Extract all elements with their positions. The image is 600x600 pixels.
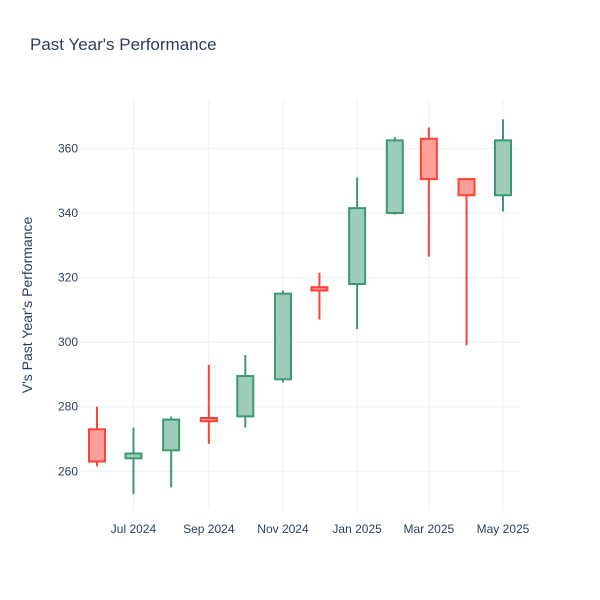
candle-decreasing bbox=[419, 127, 438, 257]
candle-body bbox=[419, 137, 438, 181]
chart-title: Past Year's Performance bbox=[30, 35, 217, 54]
candle-increasing bbox=[236, 355, 255, 428]
candle-body bbox=[88, 428, 106, 463]
candle-body bbox=[310, 286, 329, 292]
x-tick-label: Jul 2024 bbox=[111, 522, 157, 536]
candle-body bbox=[494, 139, 512, 197]
candle-increasing bbox=[385, 137, 404, 215]
y-tick-label: 360 bbox=[58, 141, 78, 155]
x-tick-label: Sep 2024 bbox=[183, 522, 235, 536]
grid bbox=[80, 100, 520, 510]
candle-increasing bbox=[162, 416, 181, 488]
y-axis-title: V's Past Year's Performance bbox=[19, 217, 35, 394]
candle-increasing bbox=[124, 427, 143, 494]
candle-body bbox=[124, 452, 143, 460]
candle-body bbox=[199, 416, 218, 423]
candle-decreasing bbox=[88, 406, 106, 467]
candle-decreasing bbox=[310, 272, 329, 320]
x-tick-label: Jan 2025 bbox=[332, 522, 382, 536]
y-tick-label: 260 bbox=[58, 464, 78, 478]
candle-body bbox=[273, 292, 292, 381]
y-tick-label: 300 bbox=[58, 335, 78, 349]
candle-decreasing bbox=[199, 364, 218, 444]
y-tick-label: 340 bbox=[58, 206, 78, 220]
candle-body bbox=[162, 418, 181, 452]
candle-body bbox=[236, 375, 255, 418]
y-tick-label: 280 bbox=[58, 400, 78, 414]
x-tick-label: Nov 2024 bbox=[257, 522, 309, 536]
tick-labels: 260 280 300 320 340 360 Jul 2024 Sep 2024 Nov 20… bbox=[58, 141, 530, 536]
candle-decreasing bbox=[457, 178, 476, 346]
candle-increasing bbox=[348, 177, 367, 330]
y-tick-label: 320 bbox=[58, 271, 78, 285]
candles bbox=[88, 119, 512, 494]
candle-increasing bbox=[494, 119, 512, 212]
candle-body bbox=[385, 139, 404, 214]
x-tick-label: Mar 2025 bbox=[403, 522, 454, 536]
candle-body bbox=[457, 178, 476, 197]
candle-body bbox=[348, 207, 367, 286]
candle-increasing bbox=[273, 290, 292, 383]
x-tick-label: May 2025 bbox=[477, 522, 530, 536]
